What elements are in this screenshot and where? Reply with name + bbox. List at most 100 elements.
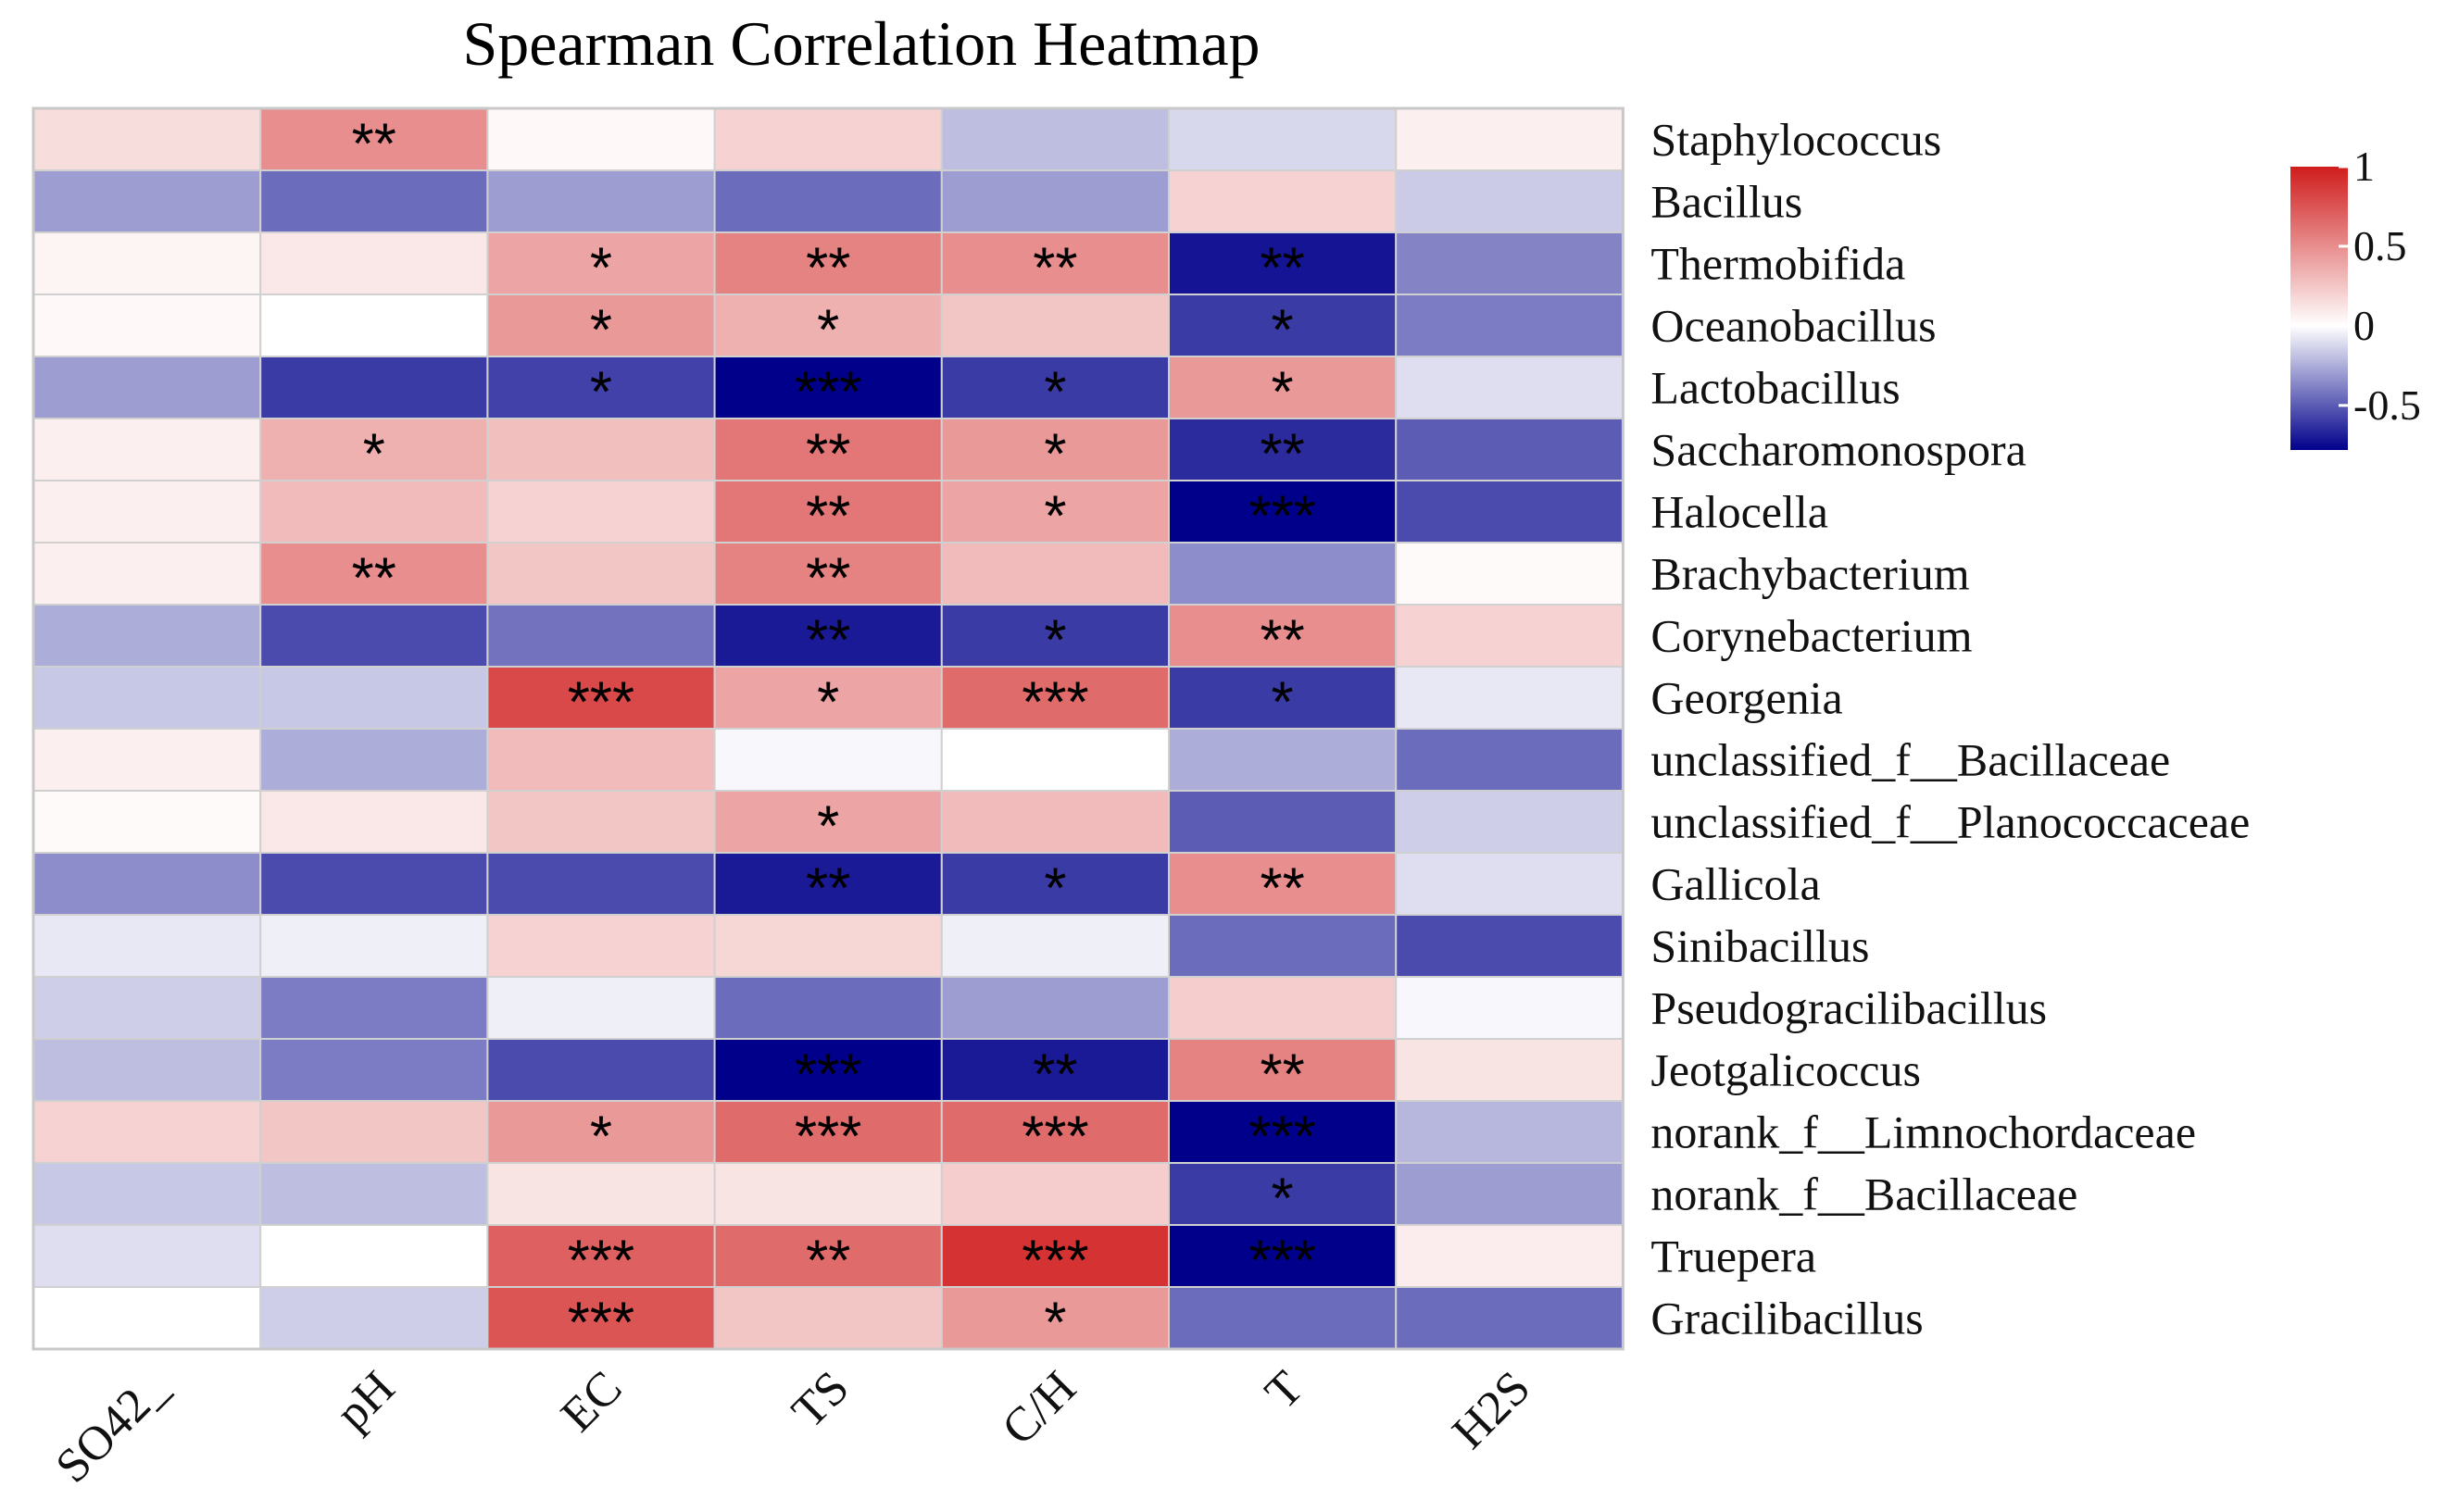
significance-mark: **	[806, 237, 850, 301]
heatmap-cell	[1395, 790, 1625, 854]
heatmap-cell	[486, 231, 716, 295]
heatmap-cell	[940, 728, 1170, 792]
heatmap-cell	[1395, 231, 1625, 295]
significance-mark: *	[817, 299, 839, 363]
heatmap-cell	[1395, 356, 1625, 419]
heatmap-cell	[940, 1038, 1170, 1102]
heatmap-cell	[1395, 728, 1625, 792]
row-labels: Staphylococcus Bacillus Thermobifida Oceano…	[1650, 114, 2250, 1344]
heatmap-cell	[32, 1224, 262, 1288]
heatmap-cell	[32, 604, 262, 668]
heatmap-cell	[713, 418, 943, 481]
column-label: TS	[782, 1361, 859, 1438]
significance-mark: *	[590, 237, 612, 301]
heatmap-cell	[1395, 666, 1625, 730]
heatmap-cell	[1168, 480, 1398, 544]
heatmap-cell	[713, 480, 943, 544]
row-label: Oceanobacillus	[1650, 300, 1936, 352]
significance-mark: **	[806, 547, 850, 611]
heatmap-cell	[32, 480, 262, 544]
significance-mark: ***	[795, 1043, 861, 1107]
significance-mark: **	[1260, 423, 1304, 487]
significance-mark: **	[352, 113, 396, 177]
heatmap-cell	[259, 914, 489, 978]
heatmap-cell	[940, 480, 1170, 544]
heatmap-cell	[32, 666, 262, 730]
row-label: Gallicola	[1650, 858, 1820, 910]
significance-mark: *	[817, 795, 839, 859]
heatmap-cells	[31, 106, 1625, 1351]
heatmap-cell	[259, 666, 489, 730]
heatmap-cell	[713, 1162, 943, 1226]
significance-mark: **	[806, 423, 850, 487]
heatmap-cell	[1168, 1224, 1398, 1288]
significance-mark: *	[1272, 671, 1294, 735]
row-label: Truepera	[1650, 1231, 1816, 1282]
significance-mark: *	[1044, 423, 1066, 487]
significance-mark: **	[1260, 237, 1304, 301]
row-label: Georgenia	[1650, 672, 1842, 724]
heatmap-cell	[1168, 542, 1398, 606]
heatmap-cell	[32, 107, 262, 171]
heatmap-cell	[32, 1038, 262, 1102]
heatmap-cell	[713, 1286, 943, 1350]
significance-mark: ***	[1248, 1230, 1315, 1293]
column-label: C/H	[992, 1361, 1086, 1456]
significance-mark: ***	[568, 671, 634, 735]
heatmap-cell	[1395, 914, 1625, 978]
heatmap-cell	[940, 666, 1170, 730]
heatmap-cell	[940, 976, 1170, 1040]
heatmap-cell	[486, 418, 716, 481]
heatmap-cell	[486, 1038, 716, 1102]
heatmap-cell	[259, 976, 489, 1040]
significance-mark: **	[806, 485, 850, 549]
heatmap-cell	[713, 976, 943, 1040]
heatmap-cell	[486, 107, 716, 171]
significance-mark: **	[1260, 857, 1304, 921]
heatmap-cell	[713, 169, 943, 233]
heatmap-cell	[1395, 480, 1625, 544]
heatmap-cell	[32, 356, 262, 419]
heatmap-cell	[259, 1100, 489, 1164]
significance-mark: *	[1044, 609, 1066, 673]
legend-tick-label: 0	[2353, 302, 2375, 349]
significance-mark: *	[590, 361, 612, 425]
heatmap-cell	[1168, 1286, 1398, 1350]
heatmap-cell	[486, 1162, 716, 1226]
heatmap-cell	[1395, 852, 1625, 916]
heatmap-cell	[1395, 1162, 1625, 1226]
heatmap-cell	[1395, 1038, 1625, 1102]
row-label: Staphylococcus	[1650, 114, 1941, 166]
chart-title: Spearman Correlation Heatmap	[462, 8, 1260, 79]
legend-tick-label: -0.5	[2353, 381, 2421, 429]
heatmap-cell	[940, 294, 1170, 357]
row-label: Brachybacterium	[1650, 548, 1969, 600]
legend-colorbar	[2290, 167, 2348, 450]
heatmap-cell	[259, 728, 489, 792]
significance-mark: ***	[1248, 485, 1315, 549]
heatmap-cell	[259, 169, 489, 233]
significance-mark: **	[806, 857, 850, 921]
row-label: Halocella	[1650, 486, 1828, 538]
heatmap-cell	[713, 790, 943, 854]
heatmap-cell	[486, 790, 716, 854]
heatmap-cell	[259, 790, 489, 854]
heatmap-cell	[713, 914, 943, 978]
heatmap-cell	[486, 914, 716, 978]
significance-mark: **	[352, 547, 396, 611]
legend-tick-label: 1	[2353, 143, 2375, 190]
significance-mark: ***	[1022, 671, 1088, 735]
heatmap-cell	[486, 1224, 716, 1288]
heatmap-cell	[259, 1038, 489, 1102]
heatmap-cell	[32, 790, 262, 854]
row-label: unclassified_f__Bacillaceae	[1650, 734, 2170, 786]
heatmap-cell	[713, 728, 943, 792]
significance-mark: **	[1260, 1043, 1304, 1107]
heatmap-cell	[32, 418, 262, 481]
row-label: Thermobifida	[1650, 238, 1905, 290]
heatmap-cell	[32, 542, 262, 606]
significance-marks: *** ** ** *** * ** *** * ** ** * **** * ***** **** * ***…	[352, 113, 1316, 1356]
significance-mark: *	[1272, 361, 1294, 425]
heatmap-cell	[486, 169, 716, 233]
